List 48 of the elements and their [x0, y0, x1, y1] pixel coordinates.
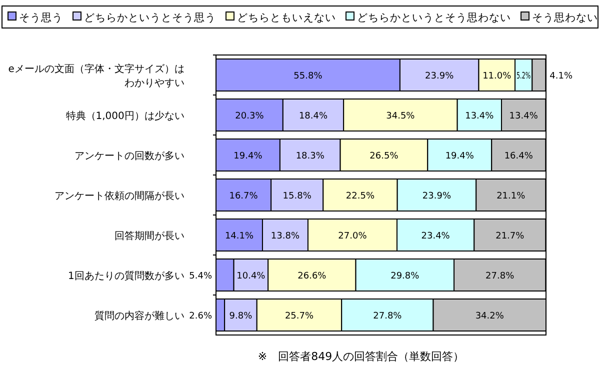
data-label: 18.3%	[296, 152, 325, 162]
y-tick-label: 質問の内容が難しい	[94, 310, 184, 322]
data-label: 26.5%	[370, 152, 399, 162]
legend-label: そう思う	[19, 12, 63, 24]
data-label: 22.5%	[346, 192, 375, 202]
data-label: 13.4%	[465, 112, 494, 122]
data-label: 19.4%	[234, 152, 263, 162]
data-label: 23.9%	[422, 192, 452, 202]
data-label: 21.1%	[496, 192, 526, 202]
data-label: 21.7%	[496, 232, 525, 242]
data-label: 23.4%	[421, 232, 450, 242]
data-label: 20.3%	[235, 112, 264, 122]
data-label: 16.7%	[229, 192, 258, 202]
data-label: 9.8%	[229, 312, 253, 322]
data-label: 18.4%	[298, 112, 328, 122]
data-label: 34.5%	[386, 112, 416, 122]
data-label: 26.6%	[298, 272, 327, 282]
legend-label: どちらかというとそう思わない	[357, 12, 511, 24]
data-label: 27.8%	[373, 312, 402, 322]
data-label: 27.8%	[486, 272, 515, 282]
legend-label: どちらかというとそう思う	[84, 12, 216, 24]
data-label: 2.6%	[189, 312, 212, 322]
data-label: 23.9%	[425, 72, 454, 82]
data-label: 4.1%	[550, 72, 573, 82]
data-label: 34.2%	[475, 312, 504, 322]
y-tick-label: アンケート依頼の間隔が長い	[54, 190, 184, 202]
data-label: 16.4%	[504, 152, 534, 162]
data-label: 13.4%	[509, 112, 538, 122]
y-tick-label: アンケートの回数が多い	[74, 150, 184, 162]
y-tick-label: 回答期間が長い	[114, 230, 184, 242]
legend-label: どちらともいえない	[237, 12, 336, 24]
data-label: 10.4%	[236, 272, 266, 282]
data-label: 27.0%	[338, 232, 368, 242]
data-label: 5.2%	[516, 72, 540, 82]
data-label: 29.8%	[390, 272, 420, 282]
y-tick-label: 1回あたりの質問数が多い	[68, 270, 184, 282]
data-label: 15.8%	[282, 192, 312, 202]
data-label: 14.1%	[224, 232, 254, 242]
text: ※ 回答者849人の回答割合（単数回答）	[258, 350, 464, 363]
data-label: 55.8%	[294, 72, 323, 82]
data-label: 19.4%	[445, 152, 474, 162]
data-label: 25.7%	[284, 312, 314, 322]
y-tick-label: eメールの文面（字体・文字サイズ）はわかりやすい	[8, 63, 184, 89]
data-label: 11.0%	[482, 72, 512, 82]
data-label: 13.8%	[270, 232, 300, 242]
legend-label: そう思わない	[532, 12, 598, 24]
y-tick-label: 特典（1,000円）は少ない	[66, 110, 184, 122]
data-label: 5.4%	[189, 272, 212, 282]
